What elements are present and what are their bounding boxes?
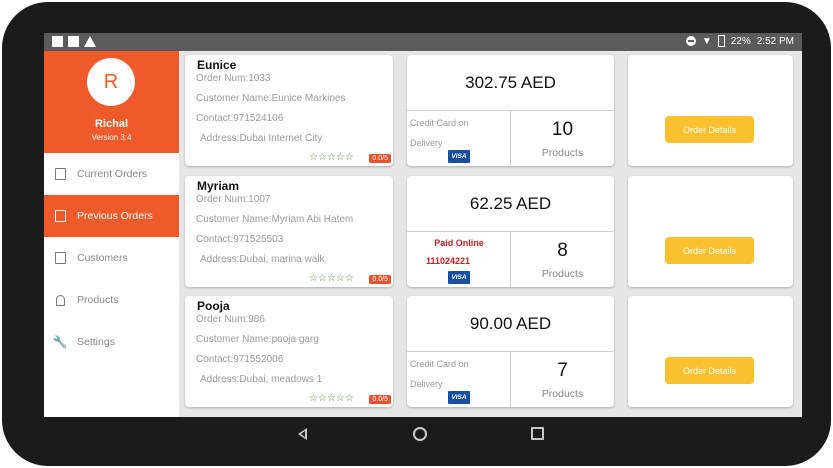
product-count: 7 bbox=[557, 360, 568, 381]
orders-list: Eunice Order Num:1033 Customer Name:Euni… bbox=[179, 51, 802, 417]
star-rating-icon: ☆☆☆☆☆ bbox=[309, 273, 354, 284]
order-actions-card: Order Details bbox=[628, 176, 793, 287]
rating-badge: 0.0/5 bbox=[369, 154, 391, 163]
product-count: 8 bbox=[557, 240, 568, 261]
customer-name: Customer Name:Myriam Abi Hatem bbox=[196, 214, 354, 225]
profile-header: R Richal Version 3.4 bbox=[44, 51, 179, 153]
customer-card[interactable]: Pooja Order Num:986 Customer Name:pooja … bbox=[185, 296, 393, 407]
wifi-icon: ▼ bbox=[701, 35, 712, 47]
divider bbox=[510, 232, 511, 287]
customer-contact: Contact:971524106 bbox=[196, 113, 284, 124]
app-version: Version 3.4 bbox=[91, 133, 132, 142]
payment-card: 90.00 AED Credit Card on Delivery VISA 7… bbox=[407, 296, 614, 407]
divider bbox=[510, 111, 511, 166]
rating-badge: 0.0/5 bbox=[369, 275, 391, 284]
status-notifications bbox=[52, 36, 96, 47]
order-amount: 90.00 AED bbox=[407, 296, 614, 352]
contact-card-icon bbox=[53, 251, 67, 265]
payment-card: 62.25 AED Paid Online 111024221 VISA 8 P… bbox=[407, 176, 614, 287]
payment-method-line: Paid Online bbox=[434, 238, 484, 248]
products-label: Products bbox=[541, 147, 584, 159]
products-label: Products bbox=[541, 268, 584, 280]
payment-method-line: Delivery bbox=[410, 138, 443, 148]
products-label: Products bbox=[541, 388, 584, 400]
payment-card: 302.75 AED Credit Card on Delivery VISA … bbox=[407, 55, 614, 166]
star-rating-icon: ☆☆☆☆☆ bbox=[309, 152, 354, 163]
order-number: Order Num:1033 bbox=[196, 73, 271, 84]
customer-contact: Contact:971525503 bbox=[196, 234, 284, 245]
payment-method-line: Credit Card on bbox=[410, 118, 469, 128]
customer-first-name: Eunice bbox=[197, 58, 237, 72]
customer-card[interactable]: Eunice Order Num:1033 Customer Name:Euni… bbox=[185, 55, 393, 166]
sidebar-item-label: Products bbox=[77, 294, 119, 306]
visa-logo-icon: VISA bbox=[448, 271, 470, 284]
battery-icon bbox=[717, 35, 725, 47]
customer-first-name: Myriam bbox=[197, 179, 240, 193]
sidebar-item-settings[interactable]: 🔧 Settings bbox=[44, 321, 179, 363]
do-not-disturb-icon bbox=[685, 36, 696, 46]
sidebar-item-label: Customers bbox=[77, 252, 128, 264]
android-nav-bar bbox=[2, 417, 831, 466]
sidebar-item-customers[interactable]: Customers bbox=[44, 237, 179, 279]
customer-card[interactable]: Myriam Order Num:1007 Customer Name:Myri… bbox=[185, 176, 393, 287]
order-details-button[interactable]: Order Details bbox=[665, 116, 754, 143]
payment-method-line: Delivery bbox=[410, 379, 443, 389]
sidebar-item-label: Current Orders bbox=[77, 168, 148, 180]
wrench-icon: 🔧 bbox=[52, 335, 68, 349]
customer-address: Address:Dubai, meadows 1 bbox=[200, 374, 323, 385]
status-bar: ▼ 22% 2:52 PM bbox=[44, 33, 802, 51]
list-icon bbox=[53, 167, 67, 181]
sidebar-item-label: Settings bbox=[77, 336, 115, 348]
star-rating-icon: ☆☆☆☆☆ bbox=[309, 393, 354, 404]
order-amount: 62.25 AED bbox=[407, 176, 614, 232]
rating-badge: 0.0/5 bbox=[369, 395, 391, 404]
app-screen: ▼ 22% 2:52 PM R Richal Version 3.4 Curre… bbox=[44, 33, 802, 417]
status-system: ▼ 22% 2:52 PM bbox=[685, 35, 794, 47]
order-details-button[interactable]: Order Details bbox=[665, 237, 754, 264]
visa-logo-icon: VISA bbox=[448, 391, 470, 404]
order-details-button[interactable]: Order Details bbox=[665, 357, 754, 384]
back-icon[interactable] bbox=[298, 428, 307, 440]
notification-icon bbox=[52, 36, 63, 47]
order-amount: 302.75 AED bbox=[407, 55, 614, 111]
battery-level: 22% bbox=[730, 35, 751, 47]
product-count: 10 bbox=[551, 119, 574, 140]
customer-first-name: Pooja bbox=[197, 299, 230, 313]
order-number: Order Num:986 bbox=[196, 314, 265, 325]
visa-logo-icon: VISA bbox=[448, 150, 470, 163]
order-actions-card: Order Details bbox=[628, 296, 793, 407]
payment-method: Credit Card on Delivery bbox=[410, 354, 508, 394]
customer-address: Address:Dubai, marina walk bbox=[200, 254, 325, 265]
customer-name: Customer Name:pooja garg bbox=[196, 334, 319, 345]
clipboard-check-icon bbox=[53, 209, 67, 223]
bell-icon bbox=[53, 293, 67, 307]
clock: 2:52 PM bbox=[756, 35, 794, 47]
divider bbox=[510, 352, 511, 407]
order-number: Order Num:1007 bbox=[196, 194, 271, 205]
order-actions-card: Order Details bbox=[628, 55, 793, 166]
sidebar-item-current-orders[interactable]: Current Orders bbox=[44, 153, 179, 195]
customer-contact: Contact:971552006 bbox=[196, 354, 284, 365]
sidebar-item-label: Previous Orders bbox=[77, 210, 153, 222]
payment-method-line: Credit Card on bbox=[410, 359, 469, 369]
user-name: Richal bbox=[94, 118, 128, 130]
transaction-id: 111024221 bbox=[426, 256, 471, 266]
sidebar-item-previous-orders[interactable]: Previous Orders bbox=[44, 195, 179, 237]
sidebar-item-products[interactable]: Products bbox=[44, 279, 179, 321]
customer-address: Address:Dubai Internet City bbox=[200, 133, 323, 144]
notification-icon bbox=[68, 36, 79, 47]
warning-icon bbox=[84, 36, 96, 47]
payment-method: Paid Online 111024221 bbox=[410, 234, 508, 270]
recent-apps-icon[interactable] bbox=[531, 427, 544, 440]
payment-method: Credit Card on Delivery bbox=[410, 113, 508, 153]
home-icon[interactable] bbox=[413, 427, 427, 441]
sidebar: R Richal Version 3.4 Current Orders Prev… bbox=[44, 51, 179, 417]
avatar[interactable]: R bbox=[87, 58, 135, 106]
customer-name: Customer Name:Eunice Markines bbox=[196, 93, 346, 104]
